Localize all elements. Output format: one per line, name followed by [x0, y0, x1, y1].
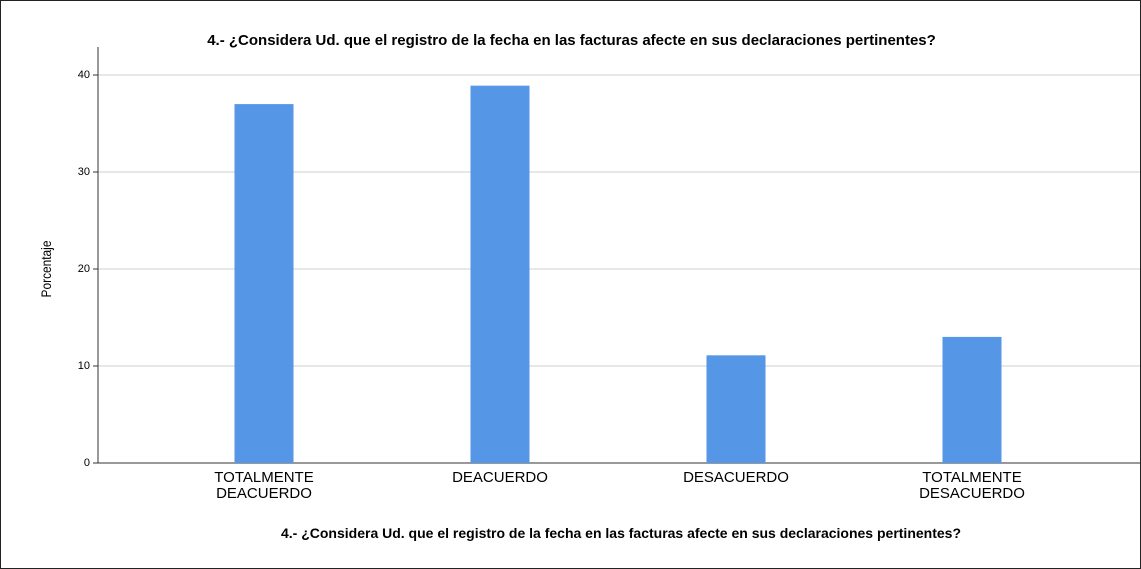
y-tick-label: 20: [77, 263, 90, 275]
y-tick-label: 30: [77, 166, 90, 178]
bar: [234, 104, 294, 463]
bar: [706, 355, 766, 463]
x-tick-label: TOTALMENTE DESACUERDO: [919, 469, 1025, 502]
chart-title: 4.- ¿Considera Ud. que el registro de la…: [207, 32, 936, 49]
x-tick-label: DESACUERDO: [683, 469, 789, 486]
y-tick-label: 40: [77, 69, 90, 81]
x-tick-label: TOTALMENTE DEACUERDO: [214, 469, 314, 502]
bar: [470, 85, 530, 464]
bar: [942, 336, 1002, 463]
x-tick-label: DEACUERDO: [452, 469, 548, 486]
y-tick-label: 0: [83, 457, 90, 469]
y-tick-label: 10: [77, 360, 90, 372]
x-axis-label: 4.- ¿Considera Ud. que el registro de la…: [280, 525, 961, 541]
